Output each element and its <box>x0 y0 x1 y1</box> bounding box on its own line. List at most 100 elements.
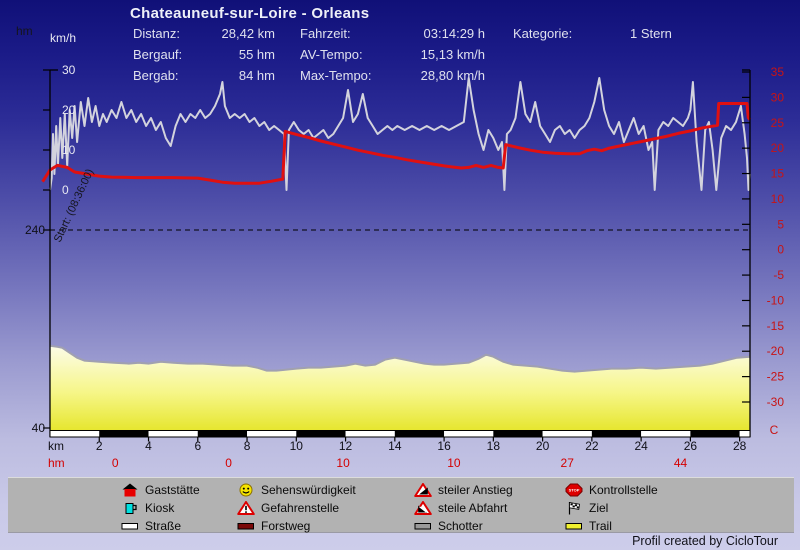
legend-item-restaurant: Gaststätte <box>121 482 200 498</box>
scale-bar-segment <box>542 430 592 437</box>
kmh-tick-label: 0 <box>62 183 69 197</box>
start-annotation: Start: (08:36:00) <box>52 167 96 244</box>
stat-label-bergab: Bergab: <box>133 68 179 83</box>
legend-item-danger: Gefahrenstelle <box>237 500 339 516</box>
hm-row-value: 44 <box>674 456 688 470</box>
stat-value-fahrzeit: 03:14:29 h <box>423 26 485 41</box>
stat-value-avtempo: 15,13 km/h <box>420 47 485 62</box>
km-tick-label: 20 <box>536 439 550 453</box>
legend-item-steep-descent: steile Abfahrt <box>414 500 507 516</box>
temp-tick-label: 25 <box>771 116 785 130</box>
temp-tick-label: -25 <box>767 370 785 384</box>
legend-label: steile Abfahrt <box>438 501 508 515</box>
legend-item-road: Straße <box>121 518 181 534</box>
gravel-icon <box>414 519 432 533</box>
temp-tick-label: -15 <box>767 319 785 333</box>
legend-label: Kontrollstelle <box>589 483 658 497</box>
legend-label: Ziel <box>589 501 609 515</box>
stat-value-distanz: 28,42 km <box>221 26 275 41</box>
elevation-outline <box>49 344 751 373</box>
legend-item-steep-climb: steiler Anstieg <box>414 482 513 498</box>
kiosk-icon <box>121 501 139 515</box>
trail-icon <box>565 519 583 533</box>
legend-label: Forstweg <box>261 519 311 533</box>
km-tick-label: 18 <box>487 439 501 453</box>
scale-bar-segment <box>444 430 494 437</box>
scale-bar-segment <box>296 430 346 437</box>
legend-item-finish-flag: Ziel <box>565 500 608 516</box>
scale-bar-segment <box>197 430 248 437</box>
km-tick-label: 16 <box>437 439 451 453</box>
km-tick-label: 24 <box>634 439 648 453</box>
scale-bar-segment <box>641 430 691 437</box>
svg-text:STOP: STOP <box>569 488 580 493</box>
legend-item-sight: Sehenswürdigkeit <box>237 482 356 498</box>
km-tick-label: 28 <box>733 439 747 453</box>
legend-item-gravel: Schotter <box>414 518 483 534</box>
hm-row-label: hm <box>48 456 65 470</box>
km-tick-label: 6 <box>194 439 201 453</box>
axis-unit-hm: hm <box>16 24 33 38</box>
axis-unit-kmh: km/h <box>50 31 77 45</box>
km-axis-label: km <box>48 439 64 453</box>
steep-climb-icon <box>414 483 432 497</box>
hm-row-value: 27 <box>561 456 575 470</box>
stat-value-bergauf: 55 hm <box>238 47 275 62</box>
scale-bar-segment <box>148 430 198 437</box>
legend-label: Kiosk <box>145 501 175 515</box>
scale-bar-segment <box>591 430 642 437</box>
kmh-tick-label: 30 <box>62 63 76 77</box>
scale-bar-segment <box>690 430 740 437</box>
temp-axis-unit: C <box>770 423 779 437</box>
km-tick-label: 4 <box>145 439 152 453</box>
restaurant-icon <box>121 483 139 497</box>
hm-row-value: 10 <box>336 456 350 470</box>
scale-bar-segment <box>50 430 100 437</box>
km-tick-label: 26 <box>684 439 698 453</box>
legend-label: Sehenswürdigkeit <box>261 483 356 497</box>
scale-bar-segment <box>394 430 445 437</box>
temp-tick-label: -10 <box>767 293 785 307</box>
scale-bar-segment <box>739 430 750 437</box>
stat-label-bergauf: Bergauf: <box>133 47 183 62</box>
kmh-tick-label: 10 <box>62 143 76 157</box>
hm-row-value: 0 <box>225 456 232 470</box>
stat-label-fahrzeit: Fahrzeit: <box>300 26 351 41</box>
legend-label: Gaststätte <box>145 483 200 497</box>
legend-label: Gefahrenstelle <box>261 501 340 515</box>
km-tick-label: 12 <box>339 439 353 453</box>
legend-label: steiler Anstieg <box>438 483 513 497</box>
legend-label: Straße <box>145 519 182 533</box>
hm-tick-label: 40 <box>32 421 46 435</box>
legend-label: Trail <box>589 519 612 533</box>
legend-item-checkpoint: STOP Kontrollstelle <box>565 482 658 498</box>
legend-item-kiosk: Kiosk <box>121 500 174 516</box>
km-tick-label: 2 <box>96 439 103 453</box>
km-tick-label: 14 <box>388 439 402 453</box>
temp-tick-label: 0 <box>777 243 784 257</box>
scale-bar-segment <box>99 430 149 437</box>
temp-tick-label: 15 <box>771 167 785 181</box>
temp-tick-label: 5 <box>777 217 784 231</box>
hm-tick-label: 240 <box>25 223 45 237</box>
stat-label-avtempo: AV-Tempo: <box>300 47 363 62</box>
temp-tick-label: 10 <box>771 192 785 206</box>
scale-bar-segment <box>247 430 297 437</box>
page-title: Chateauneuf-sur-Loire - Orleans <box>130 5 370 22</box>
credit-text: Profil created by CicloTour <box>632 534 778 548</box>
stat-value-bergab: 84 hm <box>238 68 275 83</box>
legend: Gaststätte Kiosk Straße Sehenswürdigkeit Gef… <box>8 477 794 533</box>
stat-value-kategorie: 1 Stern <box>630 26 672 41</box>
stat-label-maxtempo: Max-Tempo: <box>300 68 372 83</box>
temp-tick-label: 35 <box>771 65 785 79</box>
steep-descent-icon <box>414 501 432 515</box>
hm-row-value: 0 <box>112 456 119 470</box>
legend-item-trail: Trail <box>565 518 612 534</box>
temp-tick-label: -5 <box>773 268 784 282</box>
kmh-tick-label: 20 <box>62 103 76 117</box>
temp-tick-label: 30 <box>771 90 785 104</box>
legend-item-forest-road: Forstweg <box>237 518 310 534</box>
legend-label: Schotter <box>438 519 483 533</box>
